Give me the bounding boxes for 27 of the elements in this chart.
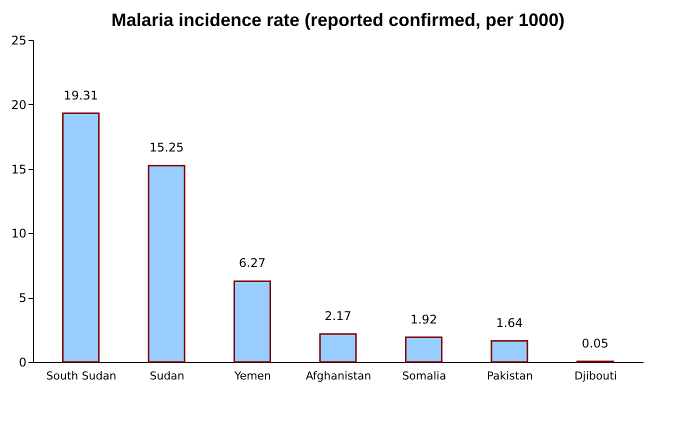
x-tick-label: Yemen	[234, 370, 272, 382]
x-tick-label: Afghanistan	[306, 370, 372, 382]
data-label: 2.17	[324, 309, 352, 324]
chart-title: Malaria incidence rate (reported confirmed, per 1000)	[111, 10, 565, 30]
data-label: 0.05	[582, 336, 608, 350]
y-tick-label: 5	[18, 291, 26, 306]
data-label: 1.64	[496, 316, 523, 330]
y-tick-label: 25	[11, 34, 26, 48]
y-tick-label: 10	[11, 226, 26, 241]
bar	[234, 280, 272, 363]
bar	[404, 336, 442, 363]
data-label: 6.27	[238, 256, 266, 270]
data-label: 19.31	[64, 88, 98, 102]
y-tick-label: 20	[11, 98, 26, 112]
x-tick-label: Somalia	[402, 370, 446, 382]
x-tick-label: South Sudan	[46, 370, 116, 382]
bar	[490, 340, 528, 363]
bar	[319, 333, 357, 363]
x-tick-label: Pakistan	[486, 370, 533, 382]
y-tick-label: 15	[11, 162, 26, 176]
data-label: 15.25	[149, 140, 184, 155]
x-tick-label: Sudan	[150, 370, 184, 382]
x-tick-label: Djibouti	[574, 370, 617, 382]
bar	[62, 112, 100, 363]
y-tick-label: 0	[18, 356, 26, 370]
data-label: 1.92	[410, 312, 438, 326]
bar	[148, 164, 186, 363]
